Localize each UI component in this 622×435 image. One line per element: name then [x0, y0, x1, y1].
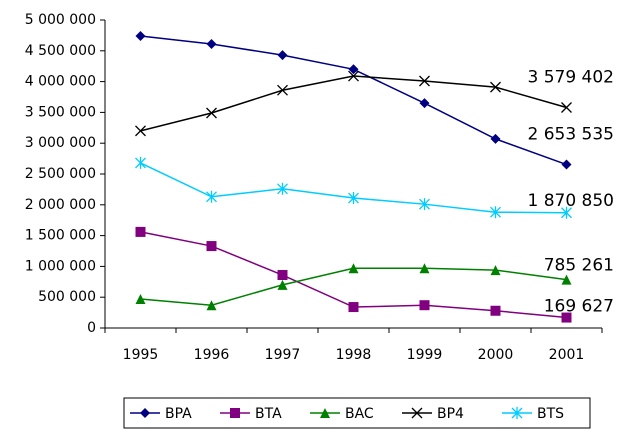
marker: [490, 305, 501, 316]
marker: [561, 312, 572, 323]
marker: [135, 31, 146, 42]
value-label: 2 653 535: [527, 125, 614, 145]
value-label: 1 870 850: [527, 191, 614, 211]
y-tick-label: 3 000 000: [25, 135, 96, 151]
marker: [277, 50, 288, 61]
marker: [277, 279, 288, 290]
y-tick-label: 1 000 000: [25, 258, 96, 274]
marker: [561, 274, 572, 285]
marker: [419, 75, 430, 87]
y-tick-label: 1 500 000: [25, 228, 96, 244]
legend-marker: [140, 408, 150, 418]
value-label: 3 579 402: [527, 68, 614, 88]
marker: [206, 39, 217, 50]
marker: [135, 294, 146, 305]
legend-marker: [411, 407, 423, 419]
marker: [419, 198, 430, 211]
marker: [206, 241, 217, 252]
y-tick-label: 0: [87, 320, 96, 336]
series-line: [140, 75, 567, 132]
marker: [348, 192, 359, 205]
legend-label: BP4: [437, 406, 464, 422]
marker: [277, 270, 288, 281]
legend-label: BTS: [537, 406, 564, 422]
legend-marker: [511, 407, 523, 419]
marker: [561, 102, 572, 113]
series-line: [140, 162, 567, 214]
value-label: 785 261: [544, 256, 614, 276]
series-line: [140, 267, 567, 306]
marker: [135, 125, 146, 137]
marker: [348, 302, 359, 313]
x-tick-label: 1998: [336, 347, 372, 363]
marker: [206, 300, 217, 311]
legend-marker: [320, 408, 330, 418]
marker: [561, 206, 572, 219]
x-tick-label: 1999: [407, 347, 443, 363]
legend-marker: [230, 408, 240, 418]
y-tick-label: 2 000 000: [25, 197, 96, 213]
legend-label: BPA: [165, 406, 192, 422]
marker: [490, 133, 501, 144]
marker: [135, 226, 146, 237]
value-label: 169 627: [544, 297, 614, 317]
marker: [206, 107, 217, 119]
y-tick-label: 2 500 000: [25, 166, 96, 182]
x-tick-label: 1997: [265, 347, 301, 363]
marker: [348, 64, 359, 75]
marker: [348, 70, 359, 82]
legend-label: BAC: [345, 406, 374, 422]
legend-label: BTA: [255, 406, 282, 422]
x-tick-label: 2000: [478, 347, 514, 363]
marker: [419, 98, 430, 109]
x-tick-label: 1996: [194, 347, 230, 363]
marker: [206, 190, 217, 203]
y-tick-label: 5 000 000: [25, 12, 96, 28]
y-tick-label: 3 500 000: [25, 104, 96, 120]
series-line: [140, 35, 567, 166]
marker: [490, 81, 501, 93]
marker: [277, 84, 288, 96]
x-tick-label: 2001: [549, 347, 585, 363]
marker: [348, 263, 359, 274]
marker: [490, 206, 501, 219]
marker: [419, 263, 430, 274]
marker: [135, 156, 146, 169]
marker: [561, 159, 572, 170]
x-tick-label: 1995: [123, 347, 159, 363]
y-tick-label: 4 500 000: [25, 43, 96, 59]
y-tick-label: 4 000 000: [25, 74, 96, 90]
marker: [419, 300, 430, 311]
marker: [277, 182, 288, 195]
marker: [490, 265, 501, 276]
y-tick-label: 500 000: [38, 289, 96, 305]
